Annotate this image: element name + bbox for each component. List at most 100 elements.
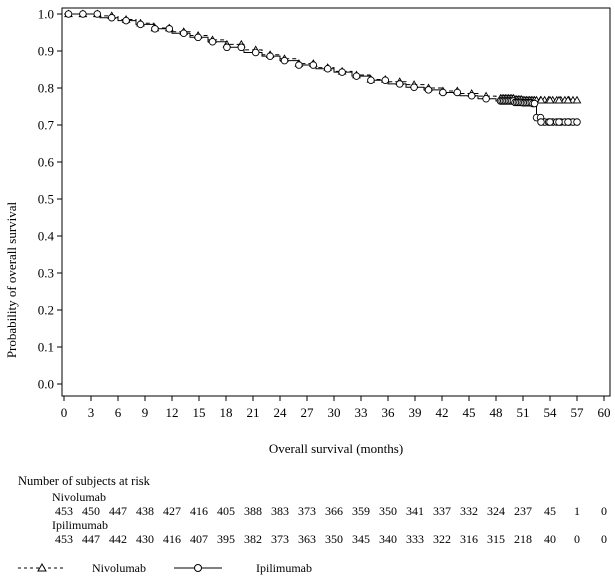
risk-count: 453 <box>55 504 73 518</box>
censor-mark <box>179 29 188 37</box>
x-tick-label: 36 <box>382 405 396 420</box>
censor-mark <box>554 95 564 104</box>
risk-count: 322 <box>433 532 451 546</box>
legend-nivolumab-label: Nivolumab <box>92 561 146 575</box>
censor-mark <box>545 95 555 104</box>
y-tick-label: 0.9 <box>38 44 54 59</box>
x-tick-label: 21 <box>247 405 260 420</box>
risk-count: 333 <box>406 532 424 546</box>
legend: Nivolumab Ipilimumab <box>18 558 318 578</box>
legend-nivolumab-marker <box>18 562 66 572</box>
risk-count: 395 <box>217 532 235 546</box>
y-tick-label: 0.1 <box>38 340 54 355</box>
risk-count: 341 <box>406 504 424 518</box>
series-ipilimumab-censor-marks <box>64 10 581 126</box>
risk-count: 1 <box>574 504 580 518</box>
censor-mark <box>536 95 546 104</box>
censor-mark <box>482 94 490 103</box>
censor-mark <box>136 20 145 29</box>
censor-mark <box>467 92 476 100</box>
legend-ipilimumab-label: Ipilimumab <box>256 561 312 575</box>
censor-mark <box>563 95 573 104</box>
risk-count: 40 <box>544 532 556 546</box>
risk-group-ipilimumab-label: Ipilimumab <box>52 518 108 532</box>
x-tick-label: 33 <box>355 405 368 420</box>
risk-group-nivolumab-label: Nivolumab <box>52 490 106 504</box>
risk-count: 383 <box>271 504 289 518</box>
censor-mark <box>93 10 102 18</box>
censor-mark <box>573 118 581 126</box>
risk-count: 407 <box>190 532 208 546</box>
risk-count: 405 <box>217 504 235 518</box>
risk-count: 316 <box>460 532 478 546</box>
x-tick-label: 3 <box>88 405 95 420</box>
censor-mark <box>367 76 375 84</box>
risk-count: 373 <box>271 532 289 546</box>
y-axis-title: Probability of overall survival <box>2 135 22 425</box>
censor-mark <box>555 118 563 126</box>
risk-count: 0 <box>574 532 580 546</box>
risk-count: 324 <box>487 504 505 518</box>
censor-mark <box>165 25 174 33</box>
legend-ipilimumab-marker <box>174 564 222 572</box>
risk-count: 337 <box>433 504 451 518</box>
censor-mark <box>546 118 554 126</box>
x-tick-label: 24 <box>274 405 288 420</box>
censor-mark <box>453 88 462 97</box>
risk-count: 430 <box>136 532 154 546</box>
y-tick-label: 1.0 <box>38 7 54 22</box>
censor-mark <box>223 43 231 52</box>
x-tick-label: 18 <box>220 405 233 420</box>
x-tick-label: 6 <box>115 405 122 420</box>
risk-count: 447 <box>109 504 127 518</box>
censor-mark <box>280 56 289 65</box>
y-tick-label: 0.4 <box>38 229 55 244</box>
risk-count: 416 <box>190 504 208 518</box>
censor-mark <box>410 83 418 92</box>
x-tick-label: 12 <box>166 405 179 420</box>
plot-frame <box>61 7 611 397</box>
risk-count: 315 <box>487 532 505 546</box>
risk-count: 0 <box>601 532 607 546</box>
risk-count: 416 <box>163 532 181 546</box>
x-tick-label: 30 <box>328 405 341 420</box>
risk-count: 350 <box>379 504 397 518</box>
censor-mark <box>208 38 217 46</box>
risk-count: 450 <box>82 504 100 518</box>
censor-mark <box>79 10 87 18</box>
x-axis-label: Overall survival (months) <box>268 441 404 456</box>
y-tick-label: 0.0 <box>38 377 54 392</box>
risk-count: 366 <box>325 504 343 518</box>
y-tick-label: 0.2 <box>38 303 54 318</box>
risk-count: 237 <box>514 504 532 518</box>
censor-mark <box>338 68 346 76</box>
risk-count: 373 <box>298 504 316 518</box>
y-tick-label: 0.6 <box>38 155 55 170</box>
risk-table-title: Number of subjects at risk <box>18 474 150 488</box>
x-tick-label: 15 <box>193 405 206 420</box>
x-tick-label: 39 <box>409 405 422 420</box>
y-axis-ticks: 0.0 0.1 0.2 0.3 0.4 0.5 0.6 0.7 0.8 0.9 1.0 <box>38 7 62 392</box>
risk-count: 0 <box>601 504 607 518</box>
y-tick-label: 0.5 <box>38 192 54 207</box>
risk-count: 45 <box>544 504 556 518</box>
censor-mark <box>572 95 582 104</box>
risk-count: 363 <box>298 532 316 546</box>
x-tick-label: 60 <box>598 405 611 420</box>
censor-mark <box>64 10 73 18</box>
x-tick-label: 27 <box>301 405 315 420</box>
risk-count: 438 <box>136 504 154 518</box>
risk-count: 447 <box>82 532 100 546</box>
y-axis-label: Probability of overall survival <box>4 201 19 359</box>
risk-count: 388 <box>244 504 262 518</box>
censor-mark <box>237 43 246 52</box>
risk-count: 427 <box>163 504 181 518</box>
x-axis-ticks: 0 3 6 9 12 15 18 21 24 27 30 33 36 39 42 45 48 51 54 57 60 <box>61 396 611 420</box>
x-tick-label: 45 <box>463 405 476 420</box>
x-tick-label: 48 <box>490 405 503 420</box>
censor-mark <box>381 76 390 84</box>
censor-mark <box>323 65 332 73</box>
risk-count: 332 <box>460 504 478 518</box>
censor-mark <box>194 33 202 42</box>
y-tick-label: 0.8 <box>38 81 54 96</box>
